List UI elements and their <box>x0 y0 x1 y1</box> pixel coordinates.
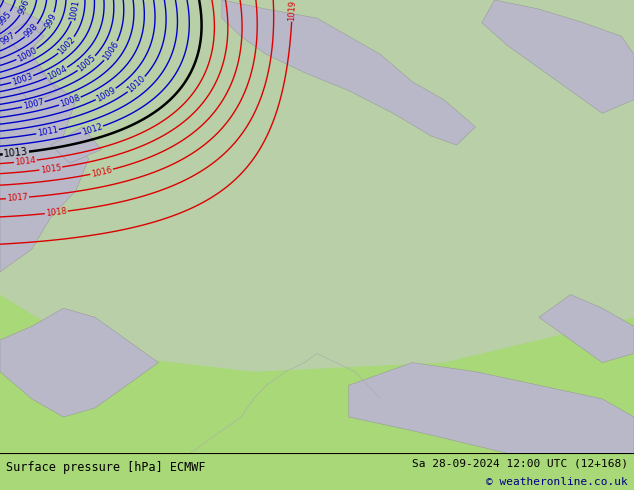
Text: 1007: 1007 <box>22 98 44 111</box>
Polygon shape <box>13 68 57 104</box>
Text: 1010: 1010 <box>126 74 148 95</box>
Polygon shape <box>51 127 101 163</box>
Text: 1015: 1015 <box>40 163 62 174</box>
Polygon shape <box>482 0 634 113</box>
Text: 1005: 1005 <box>76 53 98 74</box>
Text: 1006: 1006 <box>101 40 121 62</box>
Polygon shape <box>539 294 634 363</box>
Text: 995: 995 <box>0 9 13 27</box>
Text: 1013: 1013 <box>3 147 29 159</box>
Text: 999: 999 <box>43 11 58 29</box>
Text: 1008: 1008 <box>58 94 81 109</box>
Text: 1018: 1018 <box>45 207 67 218</box>
Text: 996: 996 <box>17 0 31 16</box>
Polygon shape <box>0 23 44 54</box>
Text: 1014: 1014 <box>15 156 36 167</box>
Text: 1009: 1009 <box>94 85 117 103</box>
Text: 1012: 1012 <box>81 122 103 137</box>
Text: 1017: 1017 <box>6 193 29 203</box>
Text: Surface pressure [hPa] ECMWF: Surface pressure [hPa] ECMWF <box>6 461 206 474</box>
Polygon shape <box>0 0 634 371</box>
Text: © weatheronline.co.uk: © weatheronline.co.uk <box>486 477 628 487</box>
Text: 998: 998 <box>23 22 40 40</box>
Text: 997: 997 <box>0 31 16 47</box>
Text: 1000: 1000 <box>15 46 38 64</box>
Text: 1002: 1002 <box>56 35 77 56</box>
Text: 1001: 1001 <box>68 0 81 22</box>
Text: 1003: 1003 <box>11 72 34 87</box>
Polygon shape <box>222 0 476 145</box>
Text: 1016: 1016 <box>91 165 113 179</box>
Text: 1004: 1004 <box>46 64 68 82</box>
Polygon shape <box>0 308 158 417</box>
Text: 1011: 1011 <box>36 125 59 138</box>
Text: 1019: 1019 <box>287 0 297 21</box>
Polygon shape <box>0 0 89 272</box>
Polygon shape <box>349 363 634 453</box>
Text: Sa 28-09-2024 12:00 UTC (12+168): Sa 28-09-2024 12:00 UTC (12+168) <box>411 459 628 468</box>
